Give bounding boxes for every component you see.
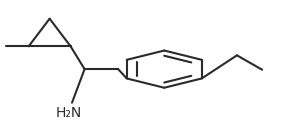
Text: H₂N: H₂N [56,106,82,120]
